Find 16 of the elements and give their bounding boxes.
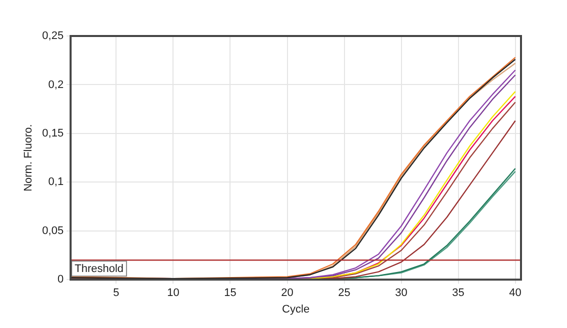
y-tick-label: 0,15 bbox=[42, 127, 64, 140]
x-tick-label: 35 bbox=[452, 287, 464, 300]
x-tick-label: 20 bbox=[281, 287, 294, 300]
x-tick-label: 25 bbox=[338, 287, 350, 300]
y-tick-label: 0,05 bbox=[42, 224, 64, 237]
y-tick-label: 0,2 bbox=[48, 78, 64, 91]
x-axis-title: Cycle bbox=[282, 303, 310, 316]
x-tick-label: 10 bbox=[167, 287, 180, 300]
y-tick-label: 0 bbox=[57, 274, 64, 286]
x-tick-label: 5 bbox=[113, 287, 120, 300]
y-tick-label: 0,1 bbox=[48, 176, 64, 188]
y-axis-title: Norm. Fluoro. bbox=[22, 124, 35, 192]
x-tick-label: 15 bbox=[224, 287, 236, 300]
x-tick-label: 30 bbox=[395, 287, 408, 300]
x-tick-label: 40 bbox=[509, 287, 522, 300]
y-tick-label: 0,25 bbox=[42, 30, 64, 42]
